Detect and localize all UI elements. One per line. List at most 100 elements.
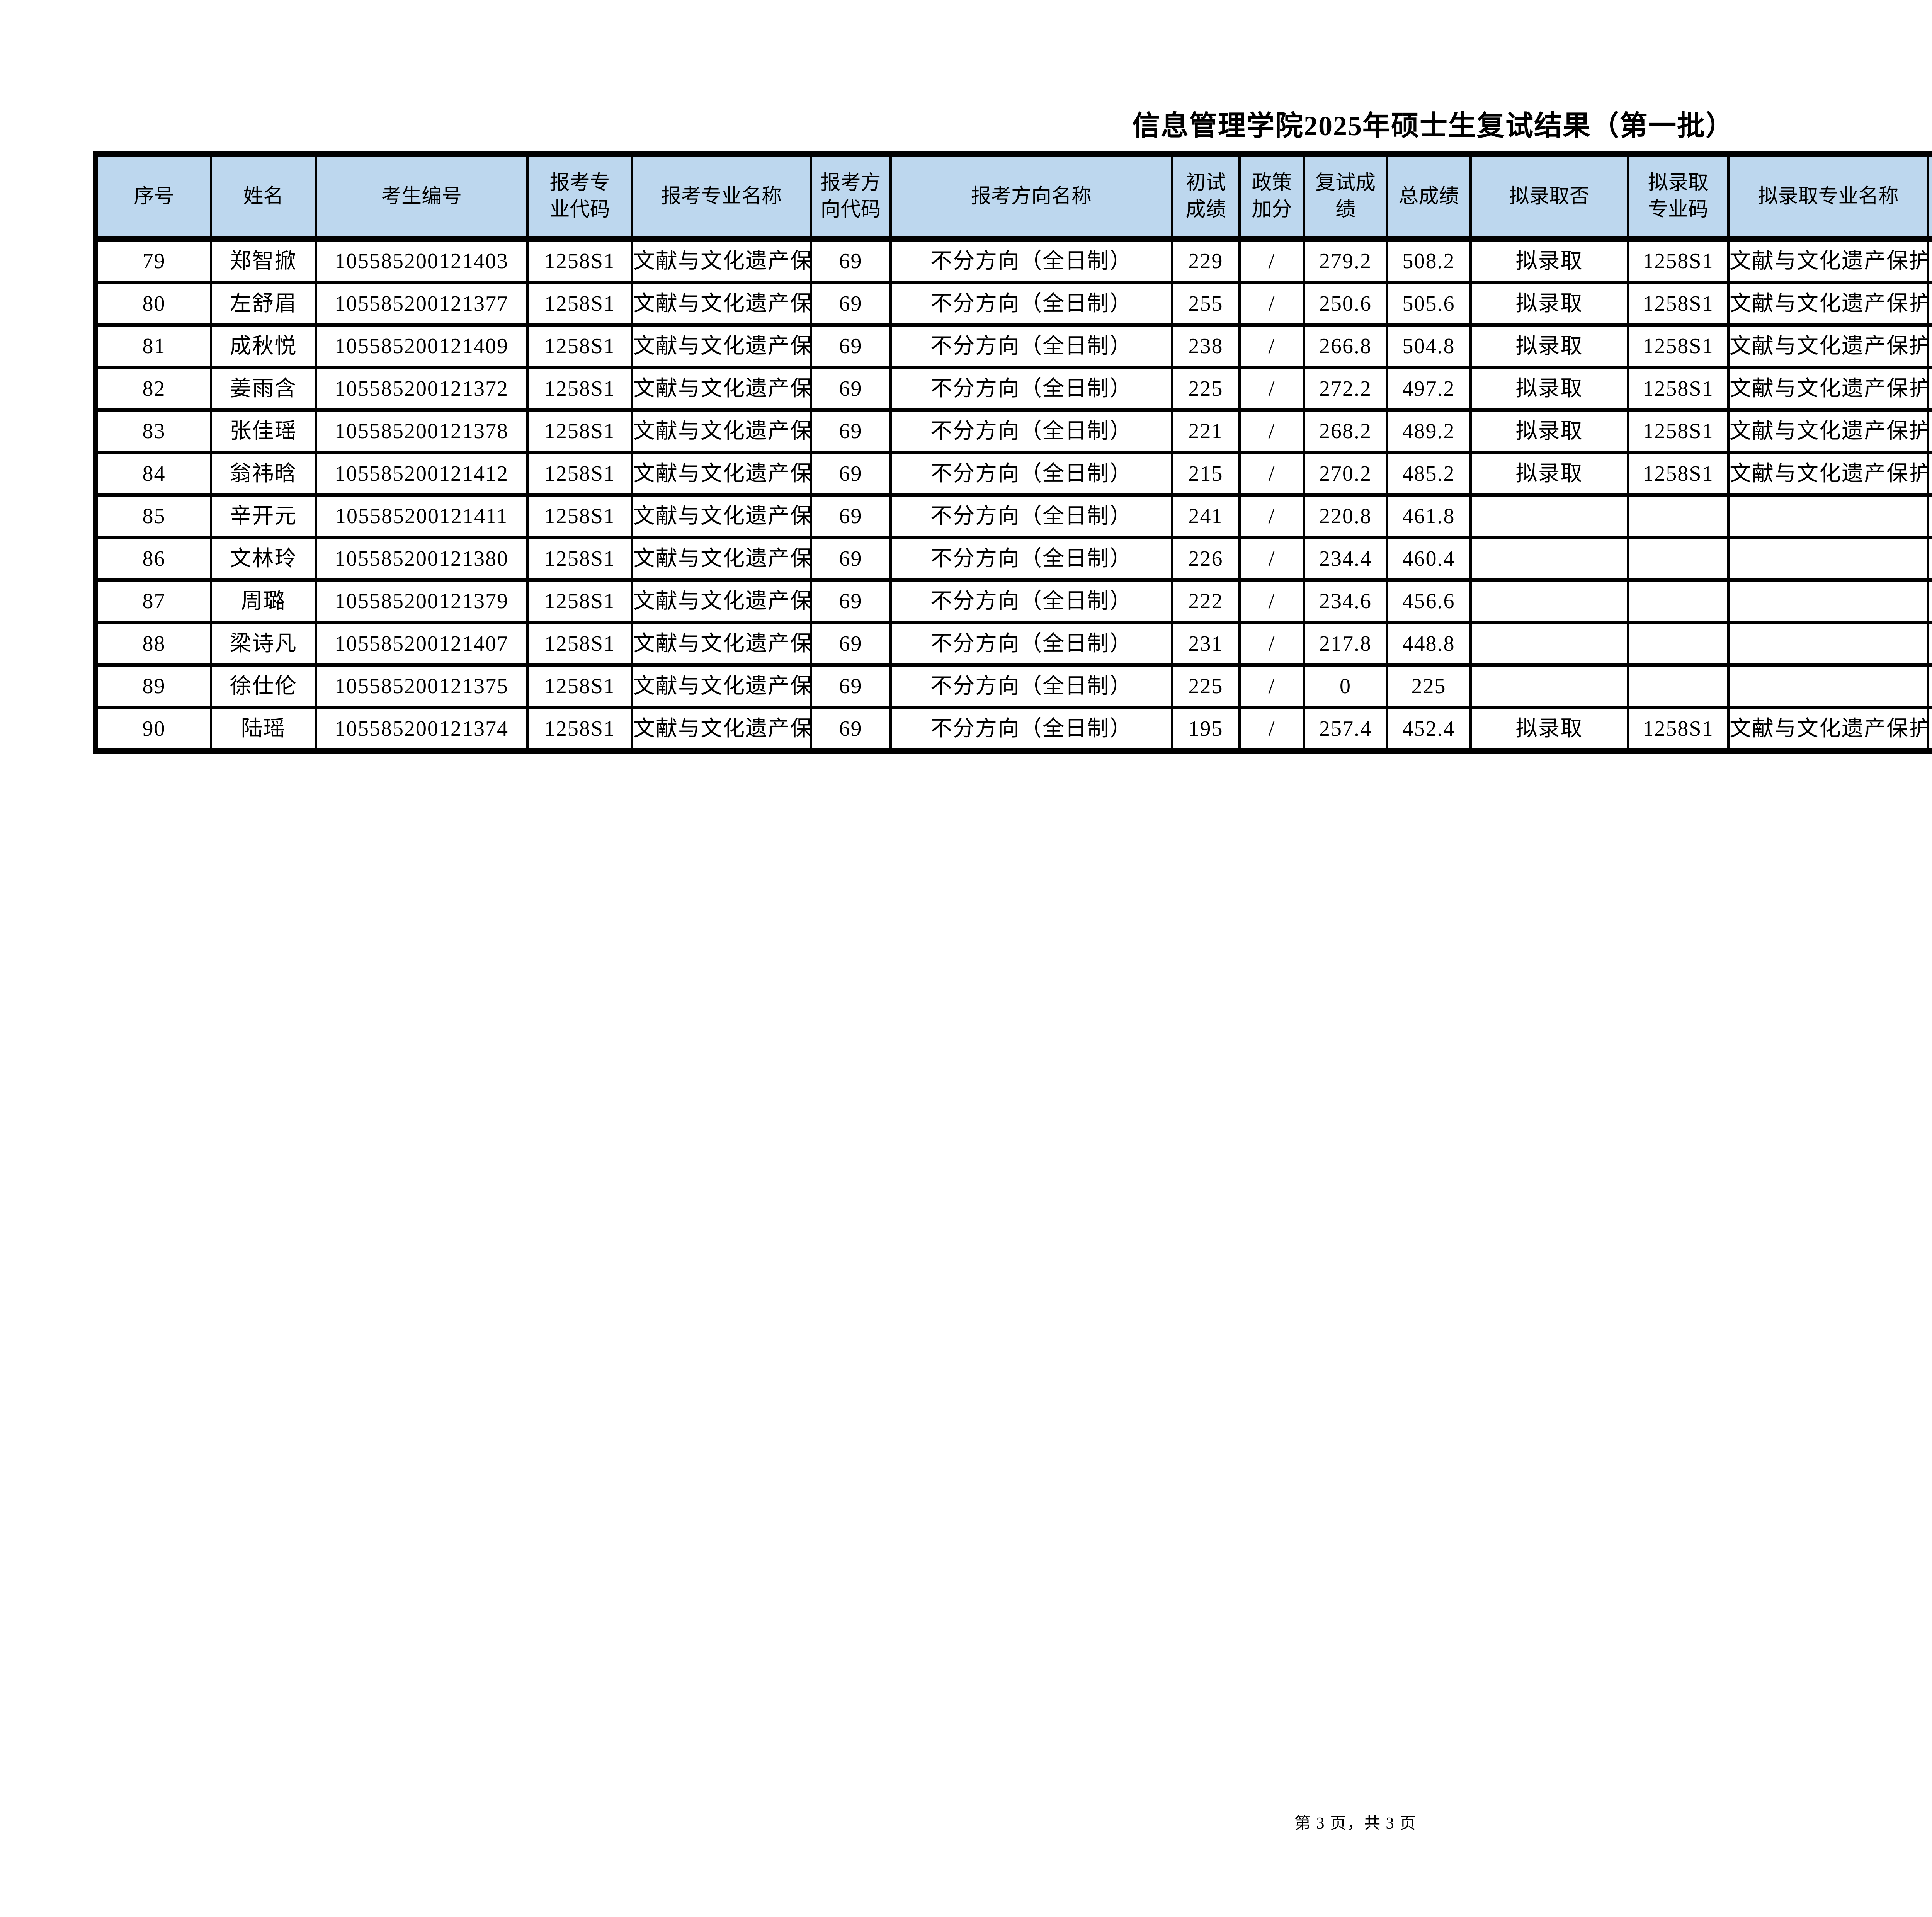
cell-zong-chengji: 489.2 — [1386, 408, 1472, 454]
cell-nlq-zhuanyema — [1627, 663, 1730, 709]
cell-kaoshengbianhao: 105585200121409 — [315, 323, 529, 369]
cell-xingming: 成秋悦 — [210, 323, 317, 369]
cell-zong-chengji: 225 — [1386, 663, 1472, 709]
cell-niluqu-fou — [1469, 536, 1629, 582]
column-header-xingming: 姓名 — [210, 152, 317, 242]
cell-bkfx-daima: 69 — [810, 706, 892, 753]
table-body: 79郑智掀1055852001214031258S1文献与文化遗产保护69不分方… — [94, 237, 1932, 753]
cell-fushi-chengji: 0 — [1303, 663, 1388, 709]
cell-nlq-fangxiangma — [1927, 493, 1932, 539]
cell-fushi-chengji: 250.6 — [1303, 281, 1388, 327]
cell-bkfx-mingcheng: 不分方向（全日制） — [889, 237, 1173, 284]
table-row: 86文林玲1055852001213801258S1文献与文化遗产保护69不分方… — [94, 536, 1932, 582]
cell-zong-chengji: 504.8 — [1386, 323, 1472, 369]
cell-bkzy-daima: 1258S1 — [526, 536, 633, 582]
cell-bkfx-mingcheng: 不分方向（全日制） — [889, 366, 1173, 412]
cell-bkfx-daima: 69 — [810, 578, 892, 624]
cell-bkzy-mingcheng: 文献与文化遗产保护 — [631, 237, 812, 284]
cell-bkzy-daima: 1258S1 — [526, 451, 633, 497]
cell-kaoshengbianhao: 105585200121411 — [315, 493, 529, 539]
cell-zhengce-jiafen: / — [1238, 451, 1305, 497]
cell-nlq-zymingcheng — [1727, 663, 1929, 709]
cell-nlq-zymingcheng: 文献与文化遗产保护 — [1727, 706, 1929, 753]
column-header-bkfx-mingcheng: 报考方向名称 — [889, 152, 1173, 242]
cell-bkfx-mingcheng: 不分方向（全日制） — [889, 536, 1173, 582]
cell-fushi-chengji: 217.8 — [1303, 621, 1388, 667]
cell-xuhao: 88 — [94, 621, 212, 667]
cell-zhengce-jiafen: / — [1238, 323, 1305, 369]
cell-chushi-chengji: 229 — [1171, 237, 1241, 284]
cell-fushi-chengji: 266.8 — [1303, 323, 1388, 369]
cell-xuhao: 80 — [94, 281, 212, 327]
cell-nlq-zhuanyema — [1627, 578, 1730, 624]
cell-bkfx-mingcheng: 不分方向（全日制） — [889, 621, 1173, 667]
cell-zhengce-jiafen: / — [1238, 237, 1305, 284]
cell-zong-chengji: 508.2 — [1386, 237, 1472, 284]
cell-nlq-fangxiangma: 69 — [1927, 323, 1932, 369]
cell-fushi-chengji: 220.8 — [1303, 493, 1388, 539]
cell-xingming: 姜雨含 — [210, 366, 317, 412]
cell-nlq-fangxiangma: 69 — [1927, 451, 1932, 497]
cell-niluqu-fou: 拟录取 — [1469, 323, 1629, 369]
cell-chushi-chengji: 225 — [1171, 366, 1241, 412]
cell-xuhao: 79 — [94, 237, 212, 284]
column-header-nlq-zymingcheng: 拟录取专业名称 — [1727, 152, 1929, 242]
results-table: 序号 姓名 考生编号 报考专 业代码 报考专业名称 报考方 向代码 报考方向名称 初试 成绩政… — [93, 151, 1932, 754]
cell-bkzy-daima: 1258S1 — [526, 706, 633, 753]
cell-bkfx-daima: 69 — [810, 663, 892, 709]
cell-nlq-zhuanyema: 1258S1 — [1627, 323, 1730, 369]
cell-bkzy-mingcheng: 文献与文化遗产保护 — [631, 663, 812, 709]
table-row: 85辛开元1055852001214111258S1文献与文化遗产保护69不分方… — [94, 493, 1932, 539]
cell-bkzy-daima: 1258S1 — [526, 366, 633, 412]
cell-bkzy-mingcheng: 文献与文化遗产保护 — [631, 408, 812, 454]
cell-nlq-zymingcheng: 文献与文化遗产保护 — [1727, 408, 1929, 454]
cell-zhengce-jiafen: / — [1238, 281, 1305, 327]
cell-bkzy-daima: 1258S1 — [526, 408, 633, 454]
cell-chushi-chengji: 238 — [1171, 323, 1241, 369]
cell-xingming: 陆瑶 — [210, 706, 317, 753]
cell-kaoshengbianhao: 105585200121377 — [315, 281, 529, 327]
cell-xuhao: 82 — [94, 366, 212, 412]
table-row: 79郑智掀1055852001214031258S1文献与文化遗产保护69不分方… — [94, 237, 1932, 284]
cell-nlq-zymingcheng — [1727, 578, 1929, 624]
cell-xingming: 张佳瑶 — [210, 408, 317, 454]
cell-bkfx-mingcheng: 不分方向（全日制） — [889, 493, 1173, 539]
cell-fushi-chengji: 268.2 — [1303, 408, 1388, 454]
cell-bkzy-mingcheng: 文献与文化遗产保护 — [631, 621, 812, 667]
cell-bkzy-daima: 1258S1 — [526, 237, 633, 284]
cell-kaoshengbianhao: 105585200121412 — [315, 451, 529, 497]
cell-bkfx-daima: 69 — [810, 621, 892, 667]
page-footer: 第 3 页，共 3 页 — [1294, 1815, 1417, 1832]
cell-kaoshengbianhao: 105585200121375 — [315, 663, 529, 709]
cell-xingming: 翁祎晗 — [210, 451, 317, 497]
cell-xingming: 文林玲 — [210, 536, 317, 582]
cell-nlq-fangxiangma: 69 — [1927, 281, 1932, 327]
cell-bkzy-mingcheng: 文献与文化遗产保护 — [631, 706, 812, 753]
cell-zong-chengji: 448.8 — [1386, 621, 1472, 667]
cell-bkfx-mingcheng: 不分方向（全日制） — [889, 706, 1173, 753]
cell-nlq-zhuanyema — [1627, 493, 1730, 539]
cell-nlq-fangxiangma — [1927, 578, 1932, 624]
cell-niluqu-fou: 拟录取 — [1469, 408, 1629, 454]
column-header-nlq-zhuanyema: 拟录取 专业码 — [1627, 152, 1730, 242]
cell-bkzy-mingcheng: 文献与文化遗产保护 — [631, 451, 812, 497]
cell-niluqu-fou: 拟录取 — [1469, 366, 1629, 412]
cell-xuhao: 87 — [94, 578, 212, 624]
cell-zong-chengji: 456.6 — [1386, 578, 1472, 624]
cell-nlq-zymingcheng: 文献与文化遗产保护 — [1727, 323, 1929, 369]
cell-bkfx-daima: 69 — [810, 451, 892, 497]
cell-zong-chengji: 505.6 — [1386, 281, 1472, 327]
cell-bkfx-mingcheng: 不分方向（全日制） — [889, 323, 1173, 369]
cell-nlq-zhuanyema: 1258S1 — [1627, 281, 1730, 327]
column-header-bkfx-daima: 报考方 向代码 — [810, 152, 892, 242]
cell-nlq-zymingcheng — [1727, 621, 1929, 667]
cell-chushi-chengji: 195 — [1171, 706, 1241, 753]
cell-fushi-chengji: 257.4 — [1303, 706, 1388, 753]
cell-nlq-zhuanyema: 1258S1 — [1627, 706, 1730, 753]
column-header-bkzy-daima: 报考专 业代码 — [526, 152, 633, 242]
cell-fushi-chengji: 272.2 — [1303, 366, 1388, 412]
cell-fushi-chengji: 279.2 — [1303, 237, 1388, 284]
cell-nlq-zhuanyema: 1258S1 — [1627, 366, 1730, 412]
cell-zhengce-jiafen: / — [1238, 621, 1305, 667]
cell-nlq-fangxiangma: 69 — [1927, 706, 1932, 753]
